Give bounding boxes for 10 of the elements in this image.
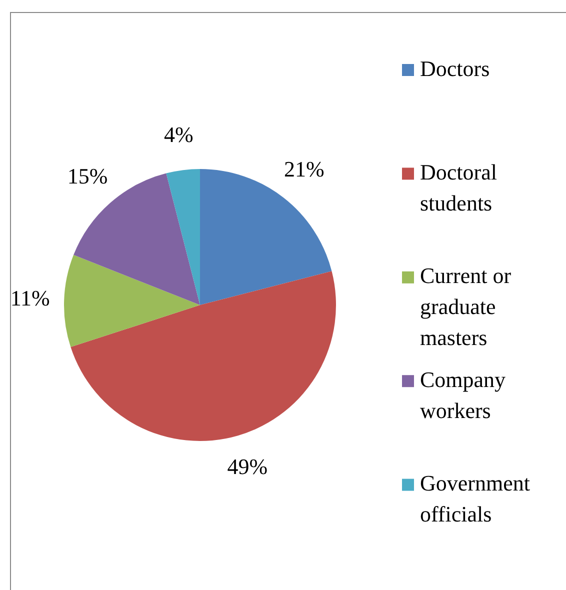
data-label: 15%: [67, 163, 108, 188]
data-label: 11%: [10, 285, 50, 310]
data-label: 21%: [284, 156, 324, 182]
legend-label: Company workers: [420, 366, 506, 423]
legend-label: Government officials: [420, 470, 530, 527]
data-label: 49%: [227, 454, 268, 480]
legend-label: Current or graduate masters: [420, 263, 512, 350]
legend-label: Doctors: [420, 56, 490, 81]
data-label: 4%: [164, 122, 194, 148]
legend-label: Doctoral students: [420, 159, 497, 216]
